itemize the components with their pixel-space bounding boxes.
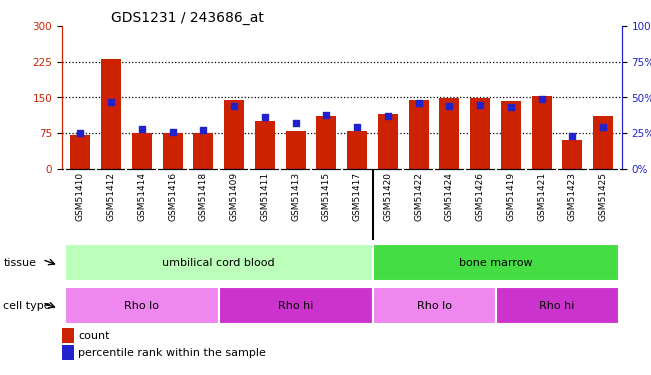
Text: GSM51414: GSM51414 (137, 172, 146, 221)
Text: count: count (78, 331, 109, 340)
Point (229, 103, 240, 109)
Text: GSM51409: GSM51409 (230, 172, 239, 221)
Text: Rho lo: Rho lo (417, 301, 452, 310)
Point (536, 96, 547, 102)
Text: GSM51412: GSM51412 (107, 172, 116, 221)
Point (383, 113, 393, 119)
Bar (132, 133, 152, 169)
Point (290, 120, 301, 126)
Bar (347, 131, 367, 169)
Bar (372, 244, 618, 281)
Bar (286, 131, 305, 169)
Text: GSM51416: GSM51416 (168, 172, 177, 221)
Point (475, 102, 486, 108)
Text: GSM51421: GSM51421 (537, 172, 546, 221)
Point (198, 127, 208, 133)
Bar (562, 140, 583, 169)
Bar (101, 58, 121, 169)
Text: GSM51415: GSM51415 (322, 172, 331, 221)
Bar (378, 114, 398, 169)
Bar (70, 135, 90, 169)
Point (506, 105, 516, 111)
Bar (501, 101, 521, 169)
Bar (532, 96, 551, 169)
Text: GSM51420: GSM51420 (383, 172, 393, 221)
Text: GDS1231 / 243686_at: GDS1231 / 243686_at (111, 11, 264, 25)
Text: GSM51425: GSM51425 (599, 172, 608, 221)
Point (260, 114, 270, 120)
Text: GSM51426: GSM51426 (476, 172, 485, 221)
Bar (470, 99, 490, 169)
Text: GSM51410: GSM51410 (76, 172, 85, 221)
Text: GSM51423: GSM51423 (568, 172, 577, 221)
Text: GSM51418: GSM51418 (199, 172, 208, 221)
Text: GSM51424: GSM51424 (445, 172, 454, 221)
Point (598, 124, 609, 130)
Text: cell type: cell type (3, 301, 51, 310)
Point (321, 112, 331, 118)
Point (444, 103, 454, 109)
Text: GSM51417: GSM51417 (353, 172, 362, 221)
Text: umbilical cord blood: umbilical cord blood (162, 258, 275, 267)
Bar (593, 117, 613, 169)
Point (137, 126, 147, 132)
Text: percentile rank within the sample: percentile rank within the sample (78, 348, 266, 357)
Bar (316, 117, 337, 169)
Bar (65, 287, 219, 324)
Text: GSM51411: GSM51411 (260, 172, 270, 221)
Bar (372, 287, 495, 324)
Bar (409, 100, 428, 169)
Point (567, 133, 577, 139)
Text: tissue: tissue (3, 258, 36, 267)
Bar (65, 244, 372, 281)
Text: Rho hi: Rho hi (278, 301, 313, 310)
Point (352, 124, 363, 130)
Text: GSM51419: GSM51419 (506, 172, 516, 221)
Point (75, 130, 85, 136)
Bar (224, 100, 244, 169)
Text: GSM51413: GSM51413 (291, 172, 300, 221)
Point (106, 99, 117, 105)
Text: Rho hi: Rho hi (540, 301, 575, 310)
Point (167, 129, 178, 135)
Bar (439, 99, 460, 169)
Text: bone marrow: bone marrow (459, 258, 533, 267)
Text: Rho lo: Rho lo (124, 301, 159, 310)
Bar (193, 133, 214, 169)
Point (413, 100, 424, 106)
Bar (495, 287, 618, 324)
Text: GSM51422: GSM51422 (414, 172, 423, 221)
Bar (163, 133, 182, 169)
Bar (219, 287, 372, 324)
Bar (255, 121, 275, 169)
